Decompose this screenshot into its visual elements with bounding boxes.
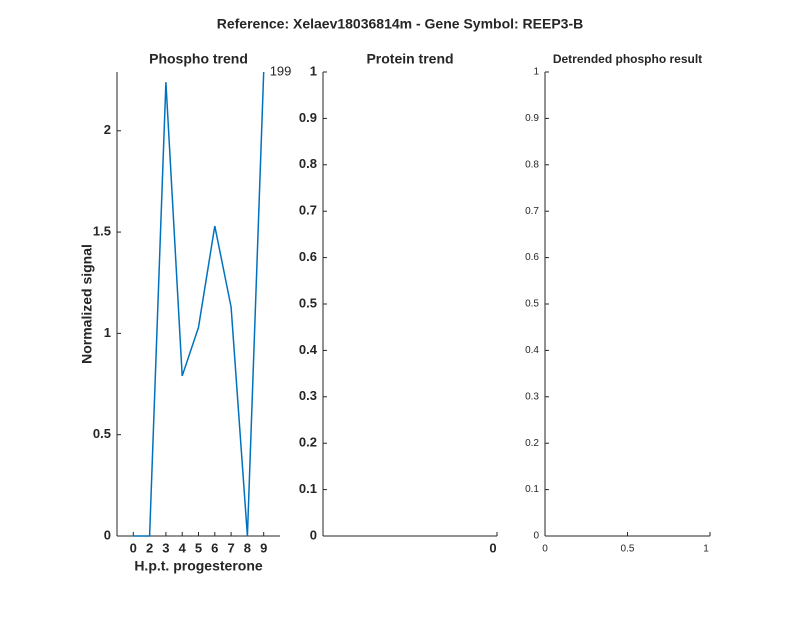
x-tick-label: 9 [260, 540, 267, 555]
y-tick-label: 0 [104, 527, 111, 542]
subplot-title: Protein trend [366, 51, 453, 67]
y-tick-label: 0.4 [525, 345, 539, 356]
y-tick-label: 1 [310, 63, 317, 78]
y-tick-label: 0.9 [525, 113, 539, 124]
x-tick-label: 0 [542, 544, 548, 555]
x-tick-label: 0 [489, 540, 496, 555]
x-tick-label: 7 [227, 540, 234, 555]
y-axis-label: Normalized signal [79, 244, 95, 364]
y-tick-label: 0.8 [299, 156, 317, 171]
y-tick-label: 0.6 [525, 252, 539, 263]
subplot-title: Detrended phospho result [553, 52, 702, 66]
x-axis-label: H.p.t. progesterone [134, 558, 263, 574]
y-tick-label: 0.5 [93, 426, 111, 441]
x-tick-label: 6 [211, 540, 218, 555]
y-tick-label: 1 [104, 325, 111, 340]
x-tick-label: 5 [195, 540, 202, 555]
y-tick-label: 0.3 [525, 391, 539, 402]
y-tick-label: 0.1 [525, 484, 539, 495]
y-tick-label: 0.7 [525, 206, 539, 217]
x-tick-label: 1 [703, 544, 709, 555]
annotation: 199 [270, 63, 292, 78]
y-tick-label: 0.5 [525, 299, 539, 310]
y-tick-label: 0.7 [299, 203, 317, 218]
data-line [133, 71, 265, 537]
y-tick-label: 0 [533, 531, 539, 542]
subplot-title: Phospho trend [149, 51, 248, 67]
x-tick-label: 2 [146, 540, 153, 555]
x-tick-label: 0 [130, 540, 137, 555]
x-tick-label: 4 [179, 540, 187, 555]
y-tick-label: 2 [104, 122, 111, 137]
y-tick-label: 0.6 [299, 249, 317, 264]
y-tick-label: 1 [533, 67, 539, 78]
y-tick-label: 1.5 [93, 224, 111, 239]
x-tick-label: 0.5 [621, 544, 635, 555]
y-tick-label: 0.5 [299, 295, 317, 310]
y-tick-label: 0.9 [299, 110, 317, 125]
y-tick-label: 0.2 [299, 435, 317, 450]
y-tick-label: 0.4 [299, 342, 318, 357]
y-tick-label: 0.3 [299, 388, 317, 403]
y-tick-label: 0 [310, 527, 317, 542]
figure-title: Reference: Xelaev18036814m - Gene Symbol… [217, 16, 584, 32]
y-tick-label: 0.1 [299, 481, 317, 496]
x-tick-label: 3 [162, 540, 169, 555]
y-tick-label: 0.8 [525, 159, 539, 170]
y-tick-label: 0.2 [525, 438, 539, 449]
x-tick-label: 8 [244, 540, 251, 555]
